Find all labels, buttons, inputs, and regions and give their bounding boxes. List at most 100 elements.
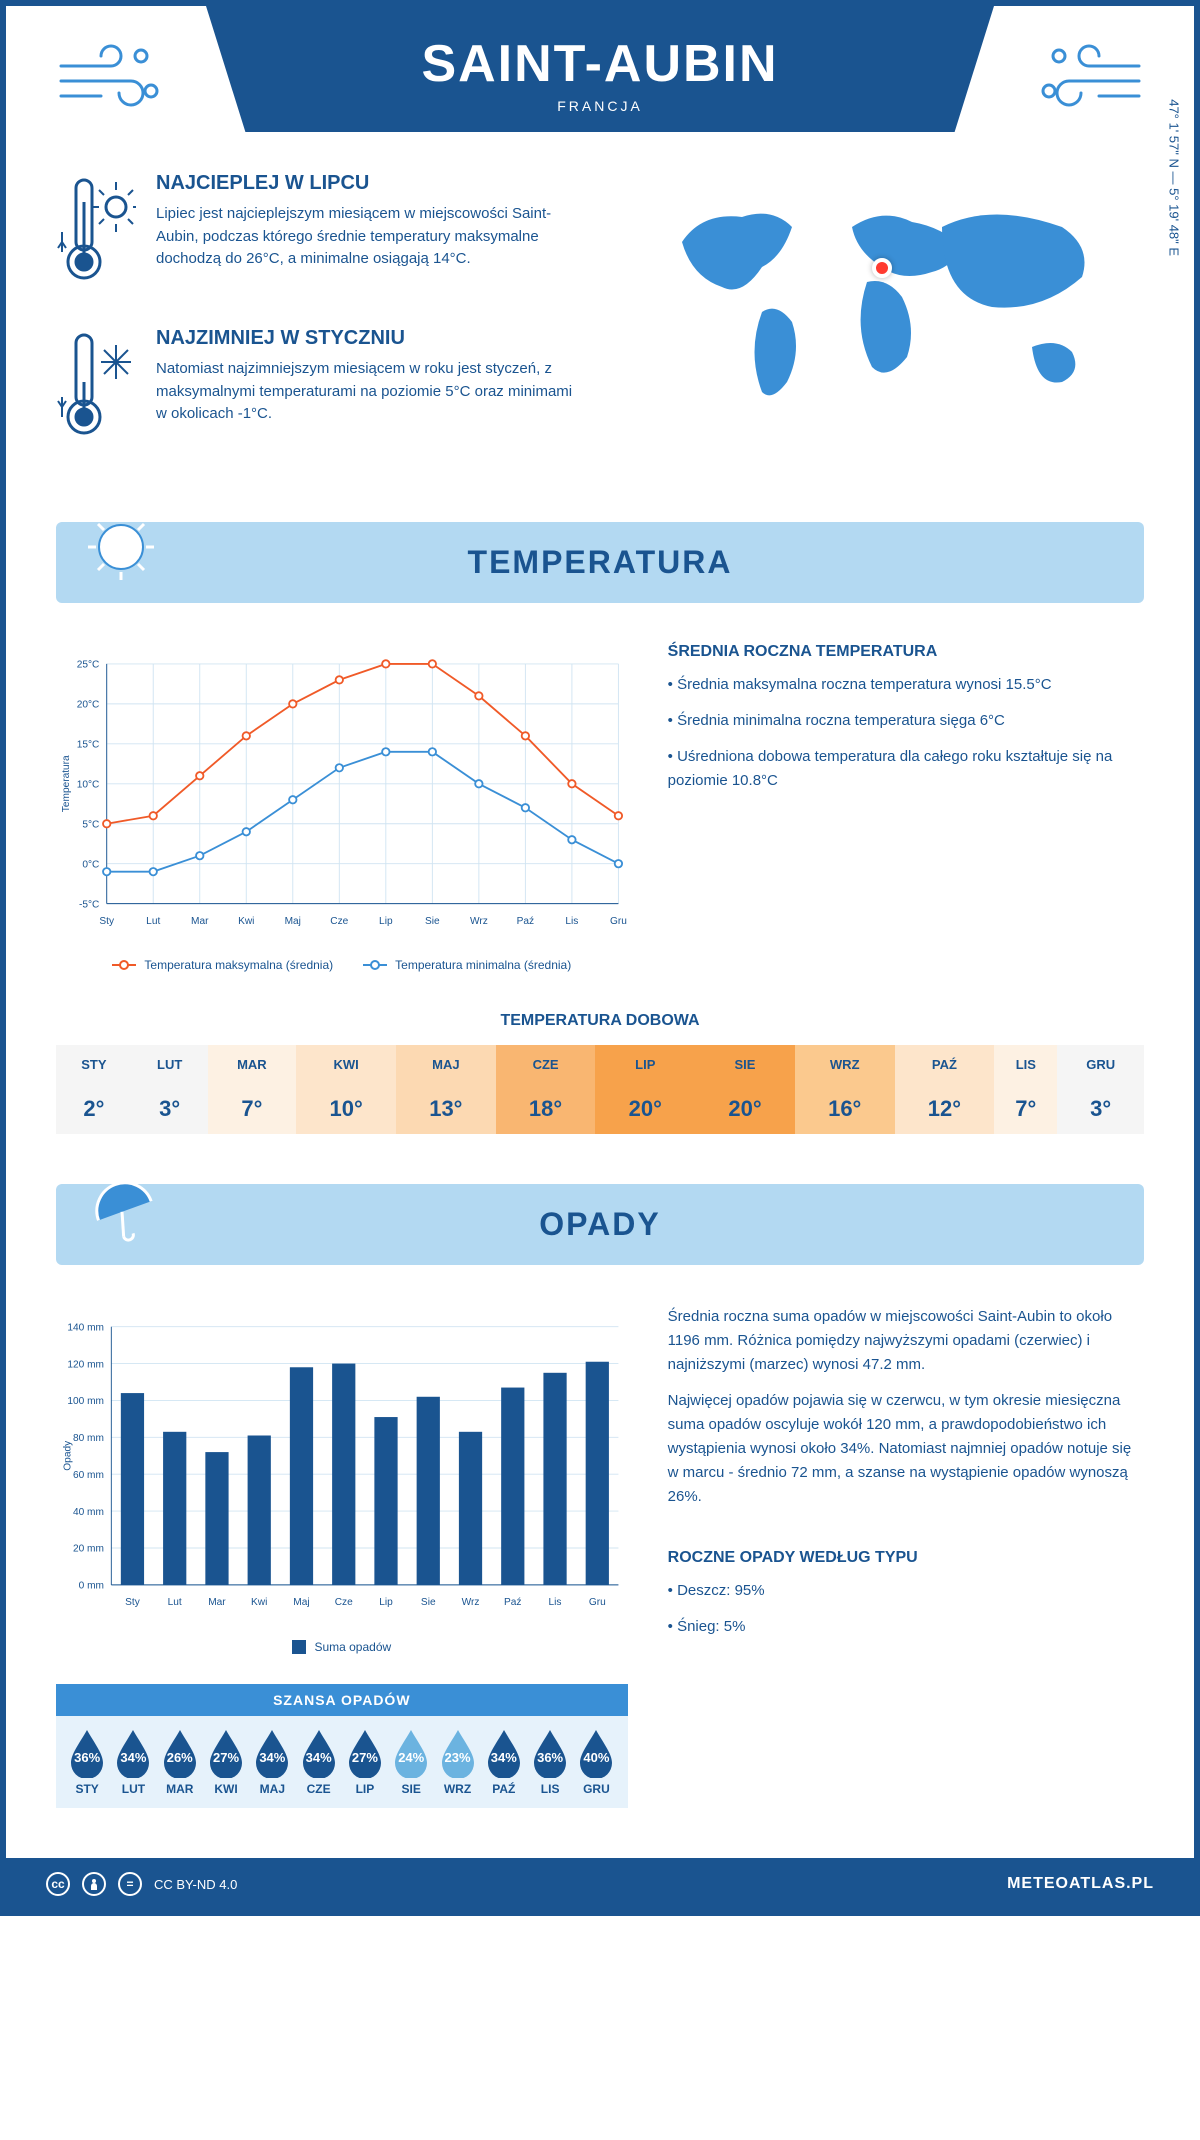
temp-value: 18° <box>496 1084 596 1134</box>
raindrop-icon: 34% <box>113 1728 153 1778</box>
section-bar-precipitation: OPADY <box>56 1184 1144 1265</box>
raindrop-icon: 24% <box>391 1728 431 1778</box>
precip-type-item: • Śnieg: 5% <box>668 1615 1144 1639</box>
raindrop-icon: 34% <box>252 1728 292 1778</box>
precip-chance-cell: 26% MAR <box>157 1728 203 1796</box>
raindrop-icon: 40% <box>576 1728 616 1778</box>
precipitation-chart-legend: Suma opadów <box>56 1640 628 1654</box>
raindrop-icon: 34% <box>484 1728 524 1778</box>
legend-item: .legend-swatch[style*='#3a8fd6']::after{… <box>363 958 571 972</box>
month-header: PAŹ <box>895 1045 995 1084</box>
svg-text:5°C: 5°C <box>82 819 99 830</box>
raindrop-icon: 36% <box>67 1728 107 1778</box>
raindrop-icon: 23% <box>438 1728 478 1778</box>
temperature-line-chart: -5°C0°C5°C10°C15°C20°C25°CStyLutMarKwiMa… <box>56 643 628 943</box>
month-header: WRZ <box>795 1045 895 1084</box>
thermometer-hot-icon <box>56 172 136 297</box>
month-header: GRU <box>1057 1045 1144 1084</box>
temp-value: 3° <box>132 1084 208 1134</box>
precipitation-chance-table: SZANSA OPADÓW 36% STY 34% LUT 26% MAR 27… <box>56 1684 628 1808</box>
section-bar-temperature: TEMPERATURA <box>56 522 1144 603</box>
fact-warmest: NAJCIEPLEJ W LIPCU Lipiec jest najcieple… <box>56 172 580 297</box>
temp-value: 20° <box>695 1084 795 1134</box>
svg-text:Lis: Lis <box>565 916 578 927</box>
month-header: STY <box>56 1045 132 1084</box>
svg-text:140 mm: 140 mm <box>67 1322 104 1333</box>
svg-text:20°C: 20°C <box>77 700 100 711</box>
svg-text:Sie: Sie <box>425 916 440 927</box>
svg-text:Gru: Gru <box>610 916 627 927</box>
svg-text:-5°C: -5°C <box>79 899 99 910</box>
svg-text:Kwi: Kwi <box>238 916 254 927</box>
temperature-sidebar: ŚREDNIA ROCZNA TEMPERATURA • Średnia mak… <box>668 643 1144 972</box>
svg-text:Cze: Cze <box>335 1597 353 1608</box>
precip-chance-cell: 23% WRZ <box>434 1728 480 1796</box>
daily-temp-title: TEMPERATURA DOBOWA <box>56 1012 1144 1030</box>
coordinates-text: 47° 1' 57" N — 5° 19' 48" E <box>1167 99 1182 256</box>
raindrop-icon: 27% <box>206 1728 246 1778</box>
month-header: CZE <box>496 1045 596 1084</box>
svg-text:Sie: Sie <box>421 1597 436 1608</box>
precip-chance-cell: 34% LUT <box>110 1728 156 1796</box>
precipitation-bar-chart: 0 mm20 mm40 mm60 mm80 mm100 mm120 mm140 … <box>56 1305 628 1625</box>
raindrop-icon: 27% <box>345 1728 385 1778</box>
temp-value: 7° <box>208 1084 297 1134</box>
svg-text:Paź: Paź <box>504 1597 521 1608</box>
month-header: LUT <box>132 1045 208 1084</box>
svg-text:Sty: Sty <box>99 916 115 927</box>
svg-text:10°C: 10°C <box>77 779 100 790</box>
precipitation-sidebar: Średnia roczna suma opadów w miejscowośc… <box>668 1305 1144 1808</box>
cc-icon: cc <box>46 1872 70 1896</box>
fact-coldest-title: NAJZIMNIEJ W STYCZNIU <box>156 327 580 350</box>
fact-warmest-title: NAJCIEPLEJ W LIPCU <box>156 172 580 195</box>
month-header: MAJ <box>396 1045 496 1084</box>
svg-text:Lip: Lip <box>379 916 393 927</box>
temp-value: 7° <box>994 1084 1057 1134</box>
temp-value: 20° <box>595 1084 695 1134</box>
svg-text:Lis: Lis <box>549 1597 562 1608</box>
nd-icon: = <box>118 1872 142 1896</box>
raindrop-icon: 26% <box>160 1728 200 1778</box>
month-header: LIS <box>994 1045 1057 1084</box>
precip-chance-cell: 34% CZE <box>295 1728 341 1796</box>
svg-text:Wrz: Wrz <box>462 1597 480 1608</box>
daily-temperature-table: STYLUTMARKWIMAJCZELIPSIEWRZPAŹLISGRU2°3°… <box>56 1045 1144 1134</box>
temp-sidebar-bullet: • Średnia minimalna roczna temperatura s… <box>668 709 1144 733</box>
raindrop-icon: 34% <box>299 1728 339 1778</box>
fact-coldest: NAJZIMNIEJ W STYCZNIU Natomiast najzimni… <box>56 327 580 452</box>
svg-text:Lut: Lut <box>168 1597 182 1608</box>
page-header: SAINT-AUBIN FRANCJA <box>206 6 994 132</box>
svg-text:Opady: Opady <box>63 1440 74 1471</box>
month-header: LIP <box>595 1045 695 1084</box>
umbrella-icon <box>86 1174 156 1244</box>
svg-text:0 mm: 0 mm <box>79 1581 104 1592</box>
temp-value: 13° <box>396 1084 496 1134</box>
svg-text:Temperatura: Temperatura <box>61 755 72 812</box>
svg-text:Wrz: Wrz <box>470 916 488 927</box>
svg-text:Mar: Mar <box>191 916 209 927</box>
precip-chance-cell: 36% STY <box>64 1728 110 1796</box>
svg-text:20 mm: 20 mm <box>73 1544 104 1555</box>
svg-text:Gru: Gru <box>589 1597 606 1608</box>
svg-text:Lut: Lut <box>146 916 160 927</box>
temp-sidebar-bullet: • Średnia maksymalna roczna temperatura … <box>668 673 1144 697</box>
raindrop-icon: 36% <box>530 1728 570 1778</box>
sun-icon <box>86 512 156 582</box>
svg-text:Cze: Cze <box>330 916 348 927</box>
svg-text:Paź: Paź <box>517 916 534 927</box>
precip-chance-cell: 40% GRU <box>573 1728 619 1796</box>
precip-chance-cell: 27% KWI <box>203 1728 249 1796</box>
section-title-temperature: TEMPERATURA <box>468 544 733 580</box>
svg-text:80 mm: 80 mm <box>73 1433 104 1444</box>
precip-text-1: Średnia roczna suma opadów w miejscowośc… <box>668 1305 1144 1377</box>
svg-text:Kwi: Kwi <box>251 1597 267 1608</box>
page-frame: SAINT-AUBIN FRANCJA NAJCIEPLEJ W LIPCU L… <box>0 0 1200 1916</box>
svg-text:15°C: 15°C <box>77 740 100 751</box>
precip-chance-cell: 34% MAJ <box>249 1728 295 1796</box>
world-map <box>620 172 1144 432</box>
temp-value: 12° <box>895 1084 995 1134</box>
precip-chance-cell: 36% LIS <box>527 1728 573 1796</box>
temp-value: 16° <box>795 1084 895 1134</box>
section-title-precipitation: OPADY <box>539 1206 660 1242</box>
wind-icon-right <box>1034 36 1144 130</box>
